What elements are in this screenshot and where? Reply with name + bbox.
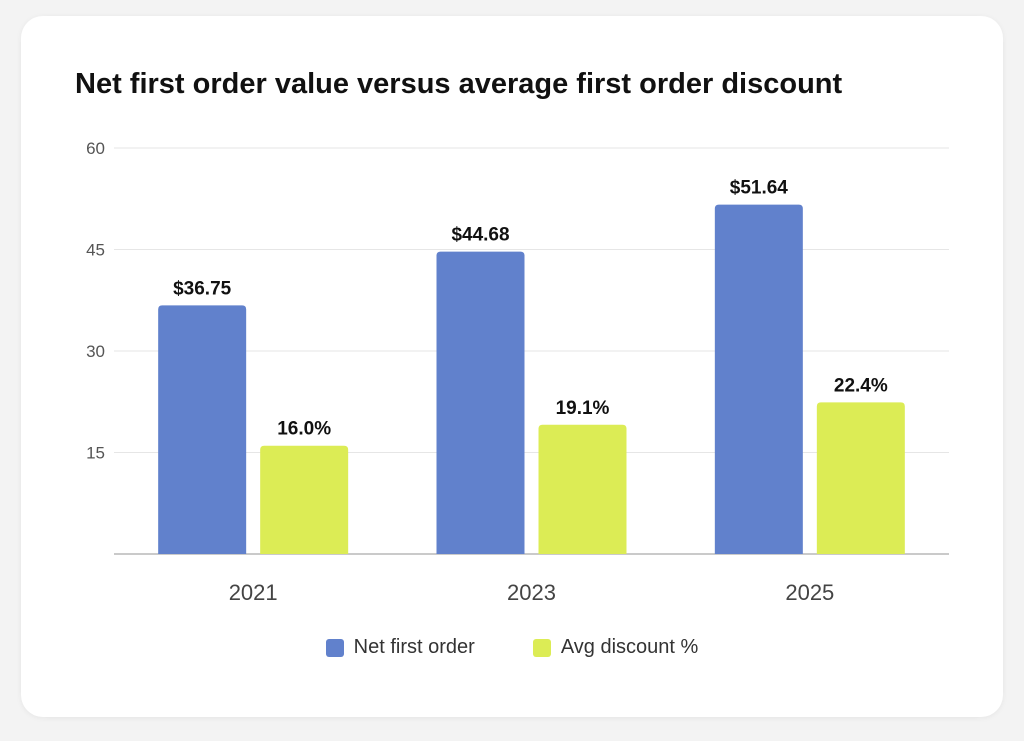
x-tick-label-2021: 2021	[229, 580, 278, 605]
bar-avg-discount-2025	[816, 402, 905, 554]
bar-net-first-order-2023	[436, 251, 525, 554]
x-tick-label-2025: 2025	[785, 580, 834, 605]
legend-swatch-avg-discount	[532, 638, 551, 657]
data-label-avg-discount-2021: 16.0%	[277, 419, 331, 440]
data-label-avg-discount-2023: 19.1%	[556, 398, 610, 419]
legend-item-net-first-order[interactable]: Net first order	[325, 636, 475, 659]
bar-avg-discount-2023	[538, 424, 627, 554]
legend-label-avg-discount: Avg discount %	[560, 636, 699, 658]
y-tick-label-45: 45	[86, 241, 105, 260]
chart-card: Net first order value versus average fir…	[21, 16, 1003, 717]
y-tick-label-30: 30	[86, 342, 105, 361]
bar-avg-discount-2021	[260, 445, 349, 554]
data-label-net-first-order-2021: $36.75	[173, 278, 232, 299]
bar-net-first-order-2025	[714, 204, 803, 554]
y-tick-label-15: 15	[86, 444, 105, 463]
legend: Net first order Avg discount %	[21, 636, 1003, 659]
legend-swatch-net-first-order	[325, 638, 344, 657]
bar-net-first-order-2021	[158, 305, 247, 554]
y-tick-label-60: 60	[86, 139, 105, 158]
chart-title: Net first order value versus average fir…	[75, 68, 843, 100]
data-label-avg-discount-2025: 22.4%	[834, 375, 888, 396]
data-label-net-first-order-2025: $51.64	[730, 178, 789, 199]
data-label-net-first-order-2023: $44.68	[451, 225, 509, 246]
legend-label-net-first-order: Net first order	[353, 636, 475, 658]
legend-item-avg-discount[interactable]: Avg discount %	[532, 636, 699, 659]
x-tick-label-2023: 2023	[507, 580, 556, 605]
bar-chart: 15 30 45 60 $36.75 16.0% 2021 $44.68 19.1% 2023 $5…	[86, 139, 949, 605]
